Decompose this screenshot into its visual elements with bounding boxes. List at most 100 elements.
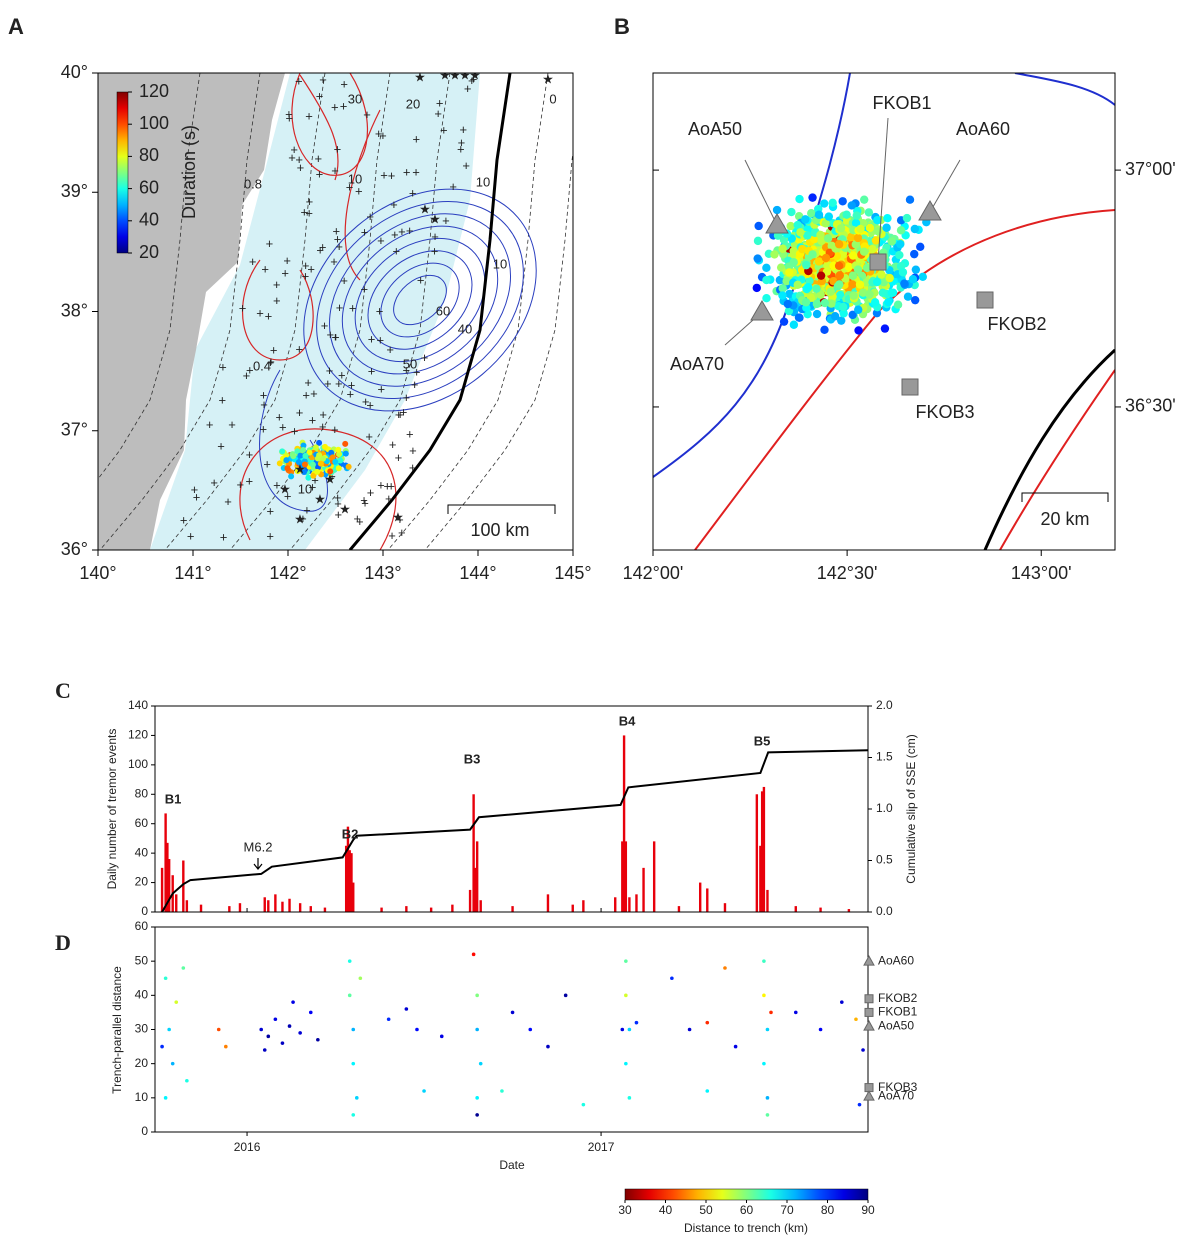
tremor-dot — [294, 448, 301, 455]
bar — [281, 901, 284, 912]
tremor-cross: + — [409, 460, 417, 475]
contour-label: 50 — [403, 356, 417, 371]
station-label: AoA50 — [878, 1018, 914, 1032]
tremor-cross: + — [246, 447, 254, 462]
tremor-point — [347, 993, 352, 998]
tremor-dot — [884, 297, 893, 307]
tremor-cross: + — [398, 224, 406, 239]
tremor-dot — [859, 247, 869, 256]
tremor-dot — [905, 195, 915, 204]
y-axis-label: Trench-parallel distance — [110, 966, 124, 1094]
tremor-dot — [301, 461, 308, 468]
tremor-point — [840, 1000, 844, 1004]
tremor-dot — [773, 231, 783, 240]
tremor-dot — [317, 460, 324, 467]
tremor-dot — [880, 324, 890, 333]
tremor-point — [733, 1044, 738, 1049]
bar — [267, 900, 270, 912]
tremor-dot — [885, 273, 894, 283]
y-tick-label: 38° — [61, 300, 88, 320]
tremor-dot — [284, 465, 291, 472]
tremor-cross: + — [237, 477, 245, 492]
tremor-dot — [808, 193, 817, 202]
station-label: FKOB1 — [872, 93, 931, 113]
y-tick-label: 40 — [135, 845, 149, 859]
bar — [624, 841, 628, 912]
tremor-cross: + — [297, 160, 305, 175]
tremor-cross: + — [334, 490, 342, 505]
y-tick-label: 37°00' — [1125, 159, 1176, 179]
tremor-point — [422, 1089, 426, 1093]
tremor-dot — [846, 233, 856, 242]
tremor-dot — [810, 234, 819, 244]
colorbar — [624, 1188, 869, 1201]
y2-tick-label: 1.5 — [876, 750, 893, 764]
tremor-point — [415, 1027, 419, 1032]
tremor-dot — [903, 292, 913, 301]
tremor-dot — [793, 220, 802, 230]
trench — [983, 348, 1115, 550]
tremor-point — [478, 1061, 483, 1066]
tremor-dot — [753, 236, 763, 246]
x-tick-label: 145° — [554, 563, 591, 583]
tremor-dot — [793, 280, 802, 290]
tremor-point — [705, 1020, 710, 1025]
station-square — [901, 378, 919, 396]
tremor-cross: + — [249, 254, 257, 269]
star: ★ — [314, 491, 326, 506]
colorbar-tick-label: 60 — [740, 1203, 754, 1217]
tremor-point — [627, 1027, 632, 1032]
tremor-cross: + — [210, 475, 218, 490]
tremor-cross: + — [285, 106, 293, 121]
star: ★ — [294, 461, 306, 476]
tremor-cross: + — [385, 491, 393, 506]
station-label: AoA70 — [878, 1088, 914, 1102]
contour-label: 10 — [348, 171, 362, 186]
x-tick-label: 143° — [364, 563, 401, 583]
colorbar-tick-label: 120 — [139, 81, 169, 101]
tremor-cross: + — [379, 128, 387, 143]
tremor-dot — [335, 465, 342, 472]
tremor-dot — [855, 280, 865, 289]
leader-line — [744, 159, 778, 226]
tremor-point — [762, 959, 766, 963]
tremor-cross: + — [267, 355, 275, 370]
tremor-dot — [821, 253, 831, 263]
tremor-cross: + — [295, 152, 303, 167]
depth-contour — [164, 73, 326, 550]
tremor-point — [546, 1044, 550, 1049]
tremor-cross: + — [417, 272, 425, 287]
tremor-dot — [288, 473, 295, 480]
tremor-cross: + — [340, 98, 348, 113]
tremor-dot — [802, 260, 811, 270]
bar — [759, 845, 762, 912]
bar — [323, 907, 327, 912]
tremor-dot — [308, 454, 315, 461]
tremor-cross: + — [309, 479, 317, 494]
tremor-point — [769, 1010, 773, 1015]
tremor-cross: + — [398, 525, 406, 540]
tremor-cross: + — [326, 327, 334, 342]
tremor-dot — [785, 289, 794, 299]
tremor-cross: + — [458, 135, 466, 150]
tremor-point — [308, 1010, 313, 1015]
contour-label: 10 — [493, 256, 507, 271]
land — [98, 73, 285, 550]
tremor-cross: + — [180, 513, 188, 528]
y-tick-label: 40 — [135, 988, 149, 1002]
tremor-dot — [842, 210, 851, 219]
tremor-point — [762, 993, 766, 998]
tremor-dot — [753, 254, 762, 263]
station-triangle — [918, 200, 942, 221]
red-line — [999, 369, 1115, 550]
frame — [154, 705, 869, 913]
tremor-cross: + — [346, 179, 354, 194]
tremor-dot — [910, 224, 920, 234]
tremor-cross: + — [270, 342, 278, 357]
y2-axis-label: Cumulative slip of SSE (cm) — [904, 734, 918, 883]
bar — [263, 897, 266, 912]
tremor-dot — [847, 201, 856, 210]
contour-label: 0 — [549, 91, 556, 106]
tremor-cross: + — [367, 485, 375, 500]
x-tick-label: 142° — [269, 563, 306, 583]
